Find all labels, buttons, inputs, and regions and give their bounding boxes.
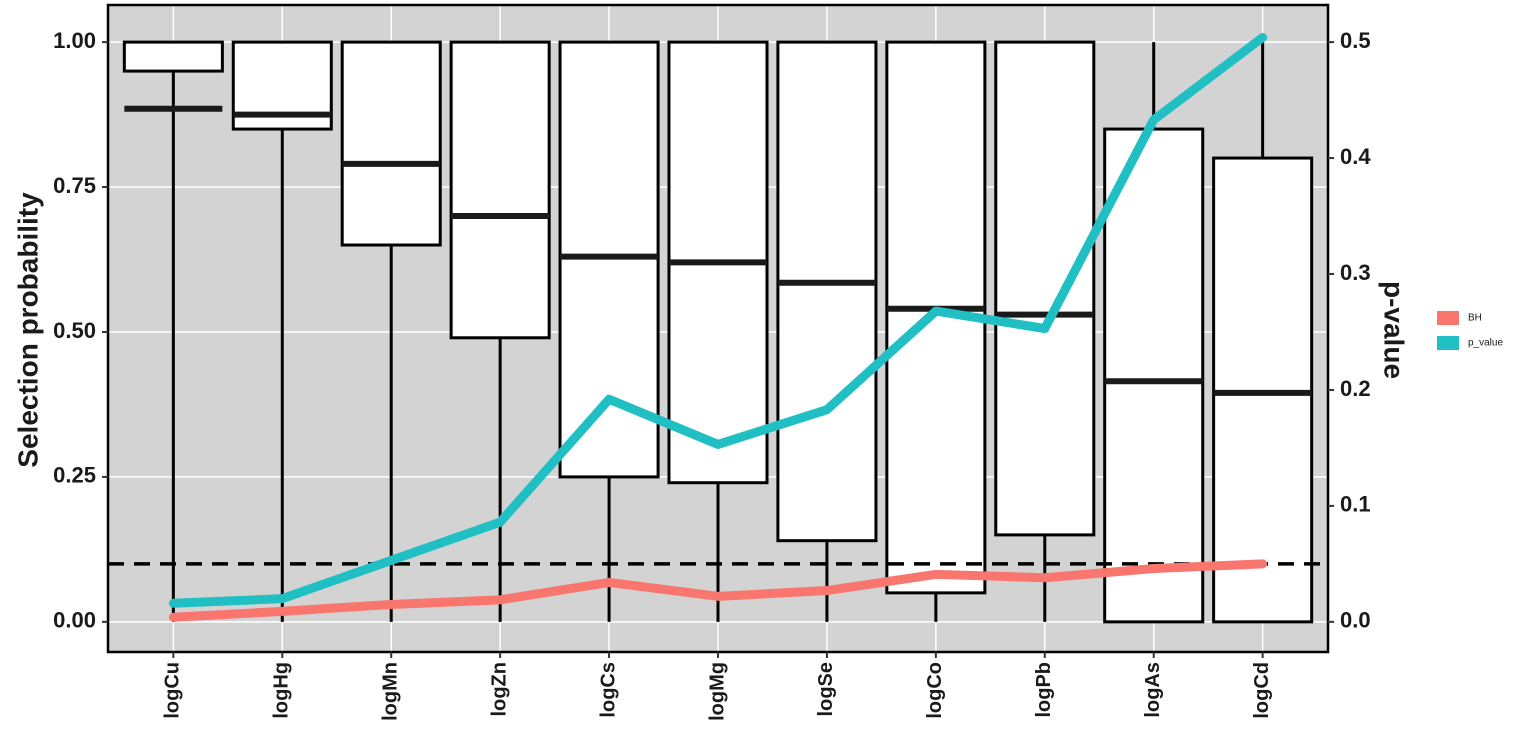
- x-tick-label: logCu: [162, 662, 184, 719]
- box: [449, 40, 551, 340]
- x-tick-label: logCd: [1251, 662, 1273, 719]
- y2-tick-label: 0.3: [1340, 260, 1371, 285]
- y2-tick-label: 0.1: [1340, 492, 1371, 517]
- x-tick-label: logAs: [1142, 662, 1164, 718]
- series-line: [168, 32, 1268, 608]
- x-tick-label: logHg: [271, 662, 293, 719]
- box: [122, 40, 224, 73]
- y2-axis-title: p-value: [1379, 281, 1410, 379]
- box: [340, 40, 442, 247]
- y2-tick-label: 0.4: [1340, 144, 1371, 169]
- x-tick-label: logCo: [924, 662, 946, 719]
- box: [776, 40, 878, 543]
- y2-tick-label: 0.5: [1340, 28, 1371, 53]
- y2-tick-label: 0.2: [1340, 376, 1371, 401]
- y-tick-label: 1.00: [53, 28, 96, 53]
- y-tick-label: 0.50: [53, 318, 96, 343]
- x-tick-label: logMg: [706, 662, 728, 721]
- x-tick-label: logZn: [488, 662, 510, 716]
- legend-label: p_value: [1468, 338, 1503, 349]
- x-tick-label: logSe: [815, 662, 837, 716]
- y-tick-label: 0.00: [53, 608, 96, 633]
- y2-tick-label: 0.0: [1340, 608, 1371, 633]
- x-tick-label: logMn: [379, 662, 401, 721]
- y-axis-title: Selection probability: [12, 192, 43, 468]
- series-line: [168, 559, 1268, 622]
- legend-key: [1437, 336, 1459, 350]
- legend-label: BH: [1468, 313, 1482, 324]
- plot-layer: [108, 5, 1328, 652]
- y-tick-label: 0.25: [53, 463, 96, 488]
- x-tick-label: logCs: [597, 662, 619, 718]
- legend-key: [1437, 311, 1459, 325]
- box: [1103, 127, 1205, 624]
- y-tick-label: 0.75: [53, 173, 96, 198]
- x-tick-label: logPb: [1033, 662, 1055, 718]
- box: [994, 40, 1096, 537]
